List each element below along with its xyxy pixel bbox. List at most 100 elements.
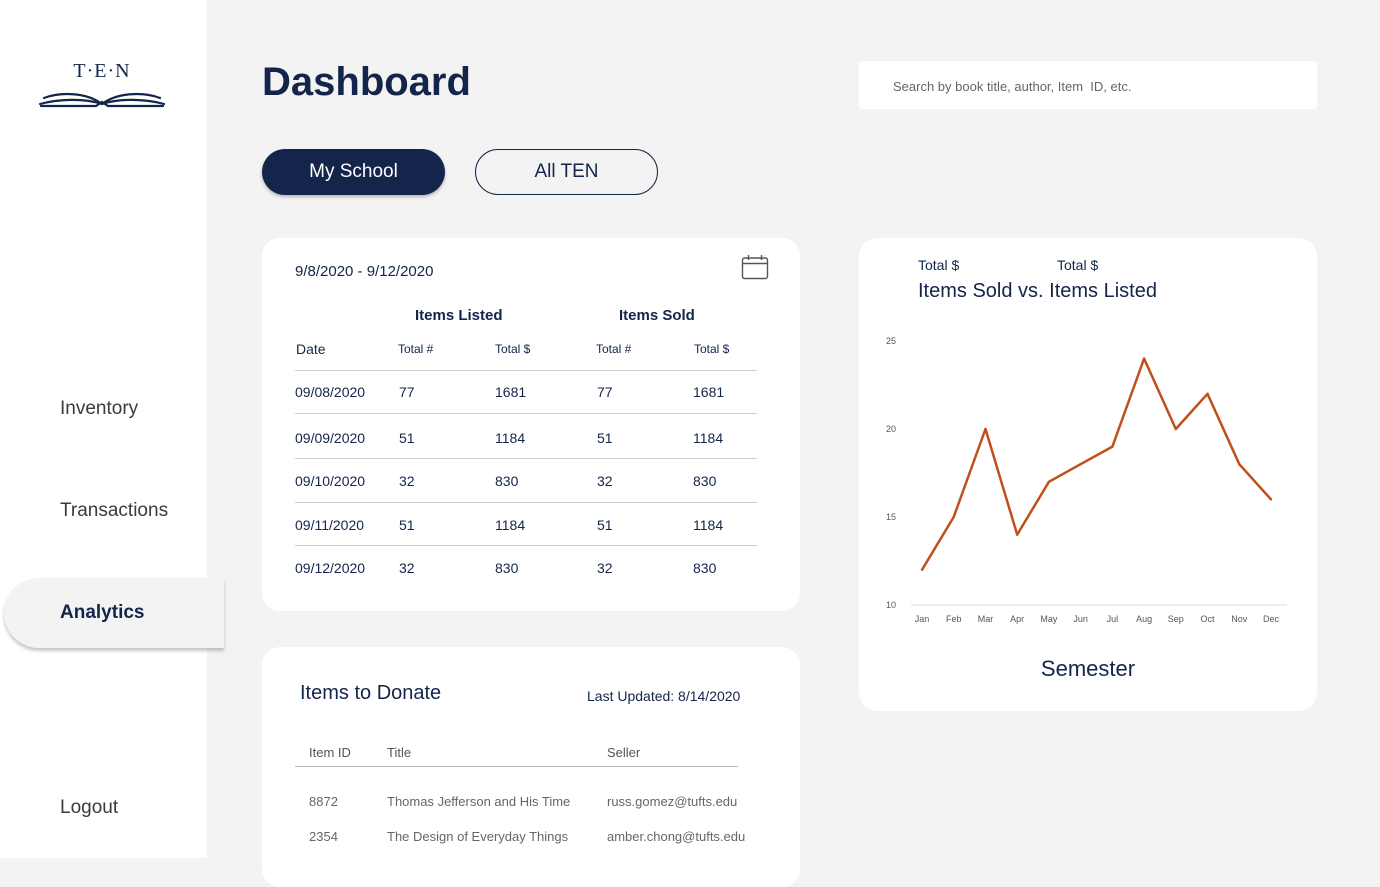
cell-date: 09/10/2020 [295,473,366,489]
cell-listed-count: 51 [399,430,415,446]
column-header-date: Date [296,341,326,357]
column-header-sold-total: Total $ [694,342,730,356]
x-tick-label: Jun [1073,614,1088,624]
cell-sold-total: 1184 [693,517,724,533]
cell-listed-count: 32 [399,560,415,576]
data-point [1142,357,1146,360]
item-seller: amber.chong@tufts.edu [607,829,746,844]
data-point [1111,445,1114,448]
chart-x-axis-label: Semester [1040,656,1136,681]
item-title: Thomas Jefferson and His Time [387,794,571,809]
y-tick-label: 10 [886,600,896,610]
line-chart: 10 15 20 25 Jan Feb Mar Apr May Jun Jul Aug Sep Oct No… [886,336,1287,624]
items-listed-group-header: Items Listed [415,307,503,324]
cell-sold-count: 51 [597,430,613,446]
cell-listed-total: 1681 [495,384,527,400]
data-point [1079,463,1082,466]
data-point [984,427,987,431]
date-range: 9/8/2020 - 9/12/2020 [295,263,434,280]
search-input[interactable] [891,61,1315,111]
data-point [1238,463,1241,466]
sidebar-item-transactions[interactable]: Transactions [60,500,169,521]
cell-sold-count: 51 [597,517,613,533]
column-header-listed-total: Total $ [495,342,531,356]
cell-date: 09/12/2020 [295,560,366,576]
x-tick-label: Feb [946,614,962,624]
column-header-sold-count: Total # [596,342,632,356]
item-id: 8872 [309,794,338,809]
table-row[interactable]: 09/08/2020 77 1681 77 1681 [295,370,757,415]
x-tick-label: May [1040,614,1058,624]
sidebar-item-analytics[interactable]: Analytics [60,602,145,623]
cell-sold-total: 830 [693,560,717,576]
table-row[interactable]: 09/10/2020 32 830 32 830 [295,458,757,503]
cell-listed-total: 830 [495,560,519,576]
x-tick-label: Aug [1136,614,1152,624]
x-tick-label: Apr [1010,614,1024,624]
column-header-seller: Seller [607,745,641,760]
items-sold-group-header: Items Sold [619,307,695,324]
column-header-item-id: Item ID [309,745,351,760]
data-point [1174,427,1178,431]
my-school-toggle-button[interactable]: My School [262,149,445,195]
open-book-icon [38,92,166,108]
cell-listed-count: 77 [399,384,415,400]
sidebar-active-highlight [4,578,224,648]
cell-listed-total: 1184 [495,430,526,446]
series-line [920,357,1272,571]
sidebar: T·E·N Inventory Transactions Analytics L… [0,0,224,858]
cell-date: 09/08/2020 [295,384,366,400]
all-ten-toggle-button[interactable]: All TEN [475,149,658,195]
table-row[interactable]: 09/09/2020 51 1184 51 1184 [295,413,757,458]
calendar-icon[interactable] [741,254,769,280]
y-tick-label: 20 [886,424,896,434]
x-tick-label: Sep [1168,614,1184,624]
x-tick-label: Oct [1201,614,1216,624]
cell-sold-total: 830 [693,473,717,489]
x-tick-label: Mar [978,614,994,624]
item-seller: russ.gomez@tufts.edu [607,794,738,809]
sidebar-item-logout[interactable]: Logout [60,797,119,818]
cell-listed-count: 32 [399,473,415,489]
chart-card: Total $ Total $ Items Sold vs. Items Lis… [859,238,1317,711]
cell-date: 09/09/2020 [295,430,366,446]
item-title: The Design of Everyday Things [387,829,569,844]
table-row[interactable]: 09/11/2020 51 1184 51 1184 [295,502,757,547]
cell-sold-total: 1184 [693,430,724,446]
summary-table-card: 9/8/2020 - 9/12/2020 Items Listed Items … [262,238,800,611]
y-tick-label: 15 [886,512,896,522]
page-title: Dashboard [262,60,471,104]
item-id: 2354 [309,829,338,844]
sidebar-item-inventory[interactable]: Inventory [60,398,139,419]
column-header-title: Title [387,745,412,760]
cell-listed-total: 1184 [495,517,526,533]
column-header-listed-count: Total # [398,342,434,356]
x-tick-label: Nov [1231,614,1248,624]
cell-listed-total: 830 [495,473,519,489]
table-row[interactable]: 09/12/2020 32 830 32 830 [295,545,757,590]
data-point [952,515,955,519]
cell-sold-count: 32 [597,473,613,489]
cell-sold-count: 32 [597,560,613,576]
data-point [1269,498,1273,501]
x-tick-label: Jul [1107,614,1119,624]
header-divider [295,766,738,767]
chart-title: Items Sold vs. Items Listed [918,280,1157,302]
items-to-donate-card: Items to Donate Last Updated: 8/14/2020 … [262,647,800,887]
cell-date: 09/11/2020 [295,517,365,533]
cell-listed-count: 51 [399,517,415,533]
data-point [1015,533,1019,536]
data-point [1047,480,1051,483]
search-box [859,61,1317,111]
brand-logo[interactable]: T·E·N [38,58,166,110]
chart-caption-right: Total $ [1057,257,1099,273]
logo-text: T·E·N [73,60,131,82]
x-tick-label: Dec [1263,614,1280,624]
last-updated: Last Updated: 8/14/2020 [587,688,741,704]
y-tick-label: 25 [886,336,896,346]
data-point [920,568,924,571]
data-point [1206,392,1209,395]
x-tick-label: Jan [915,614,930,624]
chart-caption-left: Total $ [918,257,960,273]
cell-sold-total: 1681 [693,384,725,400]
